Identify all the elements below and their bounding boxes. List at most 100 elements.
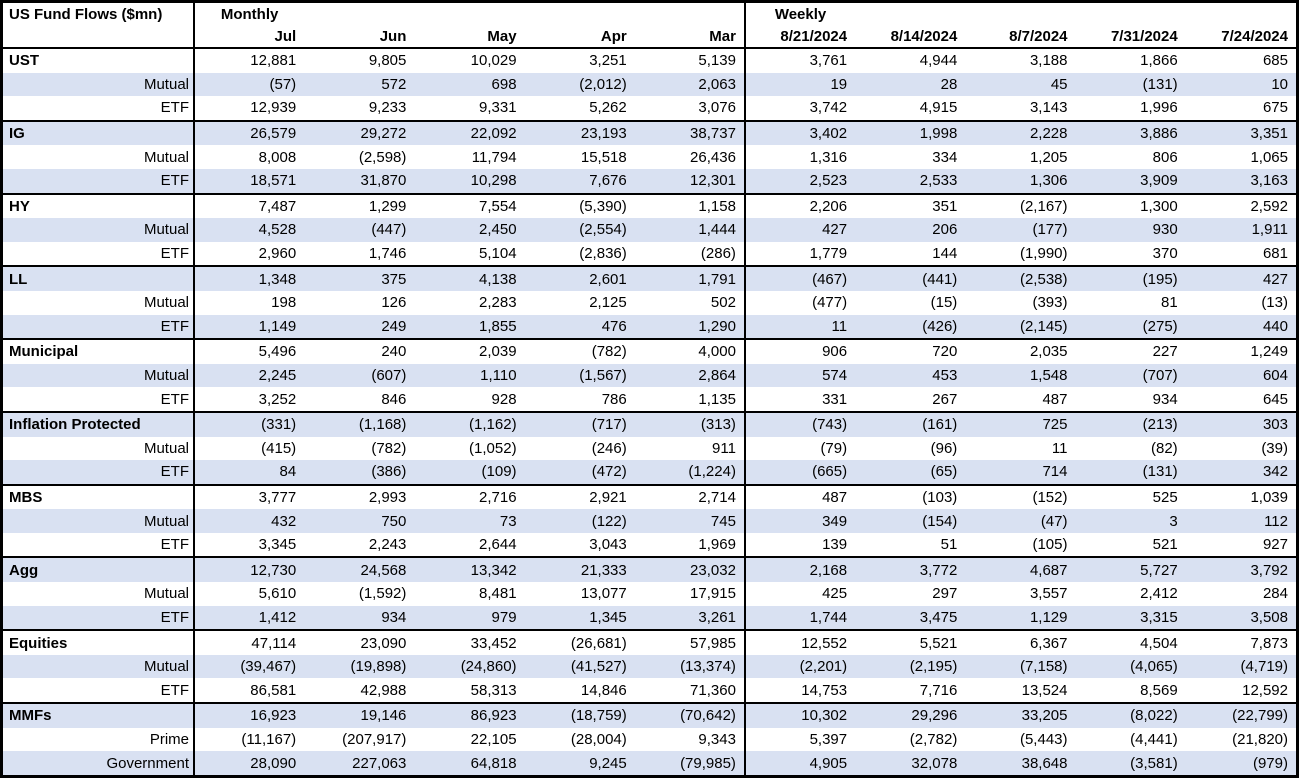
monthly-value-cell: 249	[304, 314, 415, 340]
row-label-group: Inflation Protected	[3, 410, 195, 437]
weekly-value-cell: (4,719)	[1185, 654, 1296, 679]
weekly-value-cell: (8,022)	[1075, 702, 1186, 728]
weekly-value-cell: (2,167)	[965, 192, 1076, 219]
table-row: Mutual (415) (782) (1,052) (246) 911 (79) (96) 1…	[3, 436, 1296, 461]
weekly-value-cell: (979)	[1185, 751, 1296, 775]
weekly-value-cell: (477)	[743, 290, 856, 315]
monthly-value-cell: 1,412	[194, 605, 305, 631]
weekly-value-cell: 3,557	[1029, 585, 1068, 603]
weekly-value-cell: (131)	[1075, 460, 1186, 485]
weekly-value-cell: 927	[1262, 536, 1288, 554]
weekly-value-cell: 720	[855, 338, 966, 364]
weekly-value-cell: 427	[743, 218, 856, 242]
monthly-value-cell: 698	[414, 72, 525, 97]
monthly-value-cell: 2,716	[414, 483, 525, 510]
weekly-column-header: 7/24/2024	[1185, 25, 1296, 49]
weekly-value-cell: (743)	[743, 410, 856, 437]
monthly-value-cell: 1,746	[368, 245, 407, 263]
monthly-value-cell: 432	[194, 509, 305, 533]
monthly-value-cell: 2,644	[479, 536, 517, 554]
weekly-column-header: 8/21/2024	[743, 25, 856, 49]
weekly-value-cell: 5,727	[1075, 556, 1186, 583]
monthly-value-cell: 1,110	[414, 363, 525, 388]
weekly-value-cell: 487	[1042, 390, 1068, 408]
weekly-value-cell: 81	[1161, 294, 1178, 312]
weekly-value-cell: (15)	[930, 294, 958, 312]
weekly-value-cell: 3,351	[1185, 119, 1296, 146]
weekly-value-cell: 525	[1075, 483, 1186, 510]
weekly-value-cell: (467)	[743, 265, 856, 291]
monthly-value-cell: (41,527)	[524, 654, 635, 679]
weekly-value-cell: 349	[743, 509, 856, 533]
weekly-value-cell: 7,873	[1185, 629, 1296, 655]
monthly-value-cell: 47,114	[194, 629, 305, 655]
monthly-column-header: May	[414, 25, 525, 49]
monthly-value-cell: 17,915	[690, 585, 736, 603]
monthly-value-cell: 2,245	[194, 363, 305, 388]
monthly-value-cell: (5,390)	[524, 192, 635, 219]
weekly-value-cell: 2,533	[855, 168, 966, 194]
weekly-value-cell: 1,911	[1185, 218, 1296, 242]
weekly-value-cell: 144	[932, 245, 958, 263]
weekly-value-cell: 3,188	[965, 47, 1076, 73]
monthly-value-cell: 16,923	[194, 702, 305, 728]
weekly-value-cell: 2,206	[743, 192, 856, 219]
monthly-value-cell: 2,864	[634, 363, 745, 388]
monthly-value-cell: 3,261	[634, 605, 745, 631]
weekly-value-cell: 4,687	[965, 556, 1076, 583]
weekly-value-cell: 1,065	[1250, 148, 1288, 166]
monthly-value-cell: 12,939	[250, 99, 297, 117]
row-label-group: Equities	[3, 629, 195, 655]
weekly-value-cell: (2,538)	[965, 265, 1076, 291]
table-row: ETF 2,960 1,746 5,104 (2,836) (286) 1,779 144 (1…	[3, 241, 1296, 267]
row-label-sub: Mutual	[3, 145, 195, 169]
monthly-value-cell: 13,342	[414, 556, 525, 583]
row-label-sub: Mutual	[3, 218, 195, 242]
monthly-value-cell: 3,251	[524, 47, 635, 73]
weekly-value-cell: 8,569	[1140, 681, 1178, 699]
monthly-value-cell: 2,960	[258, 245, 297, 263]
monthly-value-cell: 786	[601, 390, 627, 408]
weekly-value-cell: 303	[1185, 410, 1296, 437]
monthly-value-cell: 42,988	[360, 681, 407, 699]
weekly-value-cell: 1,998	[855, 119, 966, 146]
monthly-value-cell: (1,052)	[469, 439, 517, 457]
table-row: Inflation Protected (331) (1,168) (1,162) (7…	[3, 410, 1296, 437]
weekly-value-cell: 2,035	[965, 338, 1076, 364]
weekly-value-cell: 1,316	[743, 145, 856, 169]
weekly-value-cell: (426)	[855, 314, 966, 340]
table-row: LL 1,348 375 4,138 2,601 1,791 (467) (441) (2,53…	[3, 265, 1296, 291]
monthly-value-cell: 33,452	[414, 629, 525, 655]
monthly-value-cell: 8,008	[258, 148, 297, 166]
monthly-value-cell: 26,436	[690, 148, 736, 166]
monthly-value-cell: 84	[194, 460, 305, 485]
weekly-value-cell: 1,039	[1185, 483, 1296, 510]
monthly-value-cell: 22,105	[470, 730, 517, 748]
monthly-value-cell: (2,836)	[579, 245, 627, 263]
weekly-header-spacer	[855, 3, 1296, 25]
weekly-value-cell: (154)	[855, 509, 966, 533]
weekly-value-cell: (665)	[743, 460, 856, 485]
table-row: MMFs 16,923 19,146 86,923 (18,759) (70,642) 10…	[3, 702, 1296, 728]
table-row: Government 28,090 227,063 64,818 9,245 (79,98…	[3, 751, 1296, 775]
weekly-value-cell: (47)	[965, 509, 1076, 533]
row-label-group: UST	[3, 47, 195, 73]
row-label-sub: Mutual	[3, 290, 195, 315]
weekly-value-cell: 3,909	[1075, 168, 1186, 194]
table-row: ETF 3,345 2,243 2,644 3,043 1,969 139 51 (105) 52…	[3, 532, 1296, 558]
monthly-value-cell: 240	[304, 338, 415, 364]
weekly-value-cell: 6,367	[965, 629, 1076, 655]
table-row: ETF 3,252 846 928 786 1,135 331 267 487 934 645	[3, 387, 1296, 412]
row-label-group: HY	[3, 192, 195, 219]
monthly-value-cell: 7,676	[524, 168, 635, 194]
monthly-value-cell: (1,567)	[524, 363, 635, 388]
row-label-group: MMFs	[3, 702, 195, 728]
table-row: Mutual 432 750 73 (122) 745 349 (154) (47) 3 112	[3, 509, 1296, 533]
weekly-value-cell: 1,300	[1075, 192, 1186, 219]
weekly-value-cell: (39)	[1261, 439, 1288, 457]
weekly-value-cell: 4,504	[1075, 629, 1186, 655]
monthly-value-cell: 12,730	[194, 556, 305, 583]
row-label-sub: Prime	[3, 727, 195, 752]
weekly-value-cell: (65)	[855, 460, 966, 485]
